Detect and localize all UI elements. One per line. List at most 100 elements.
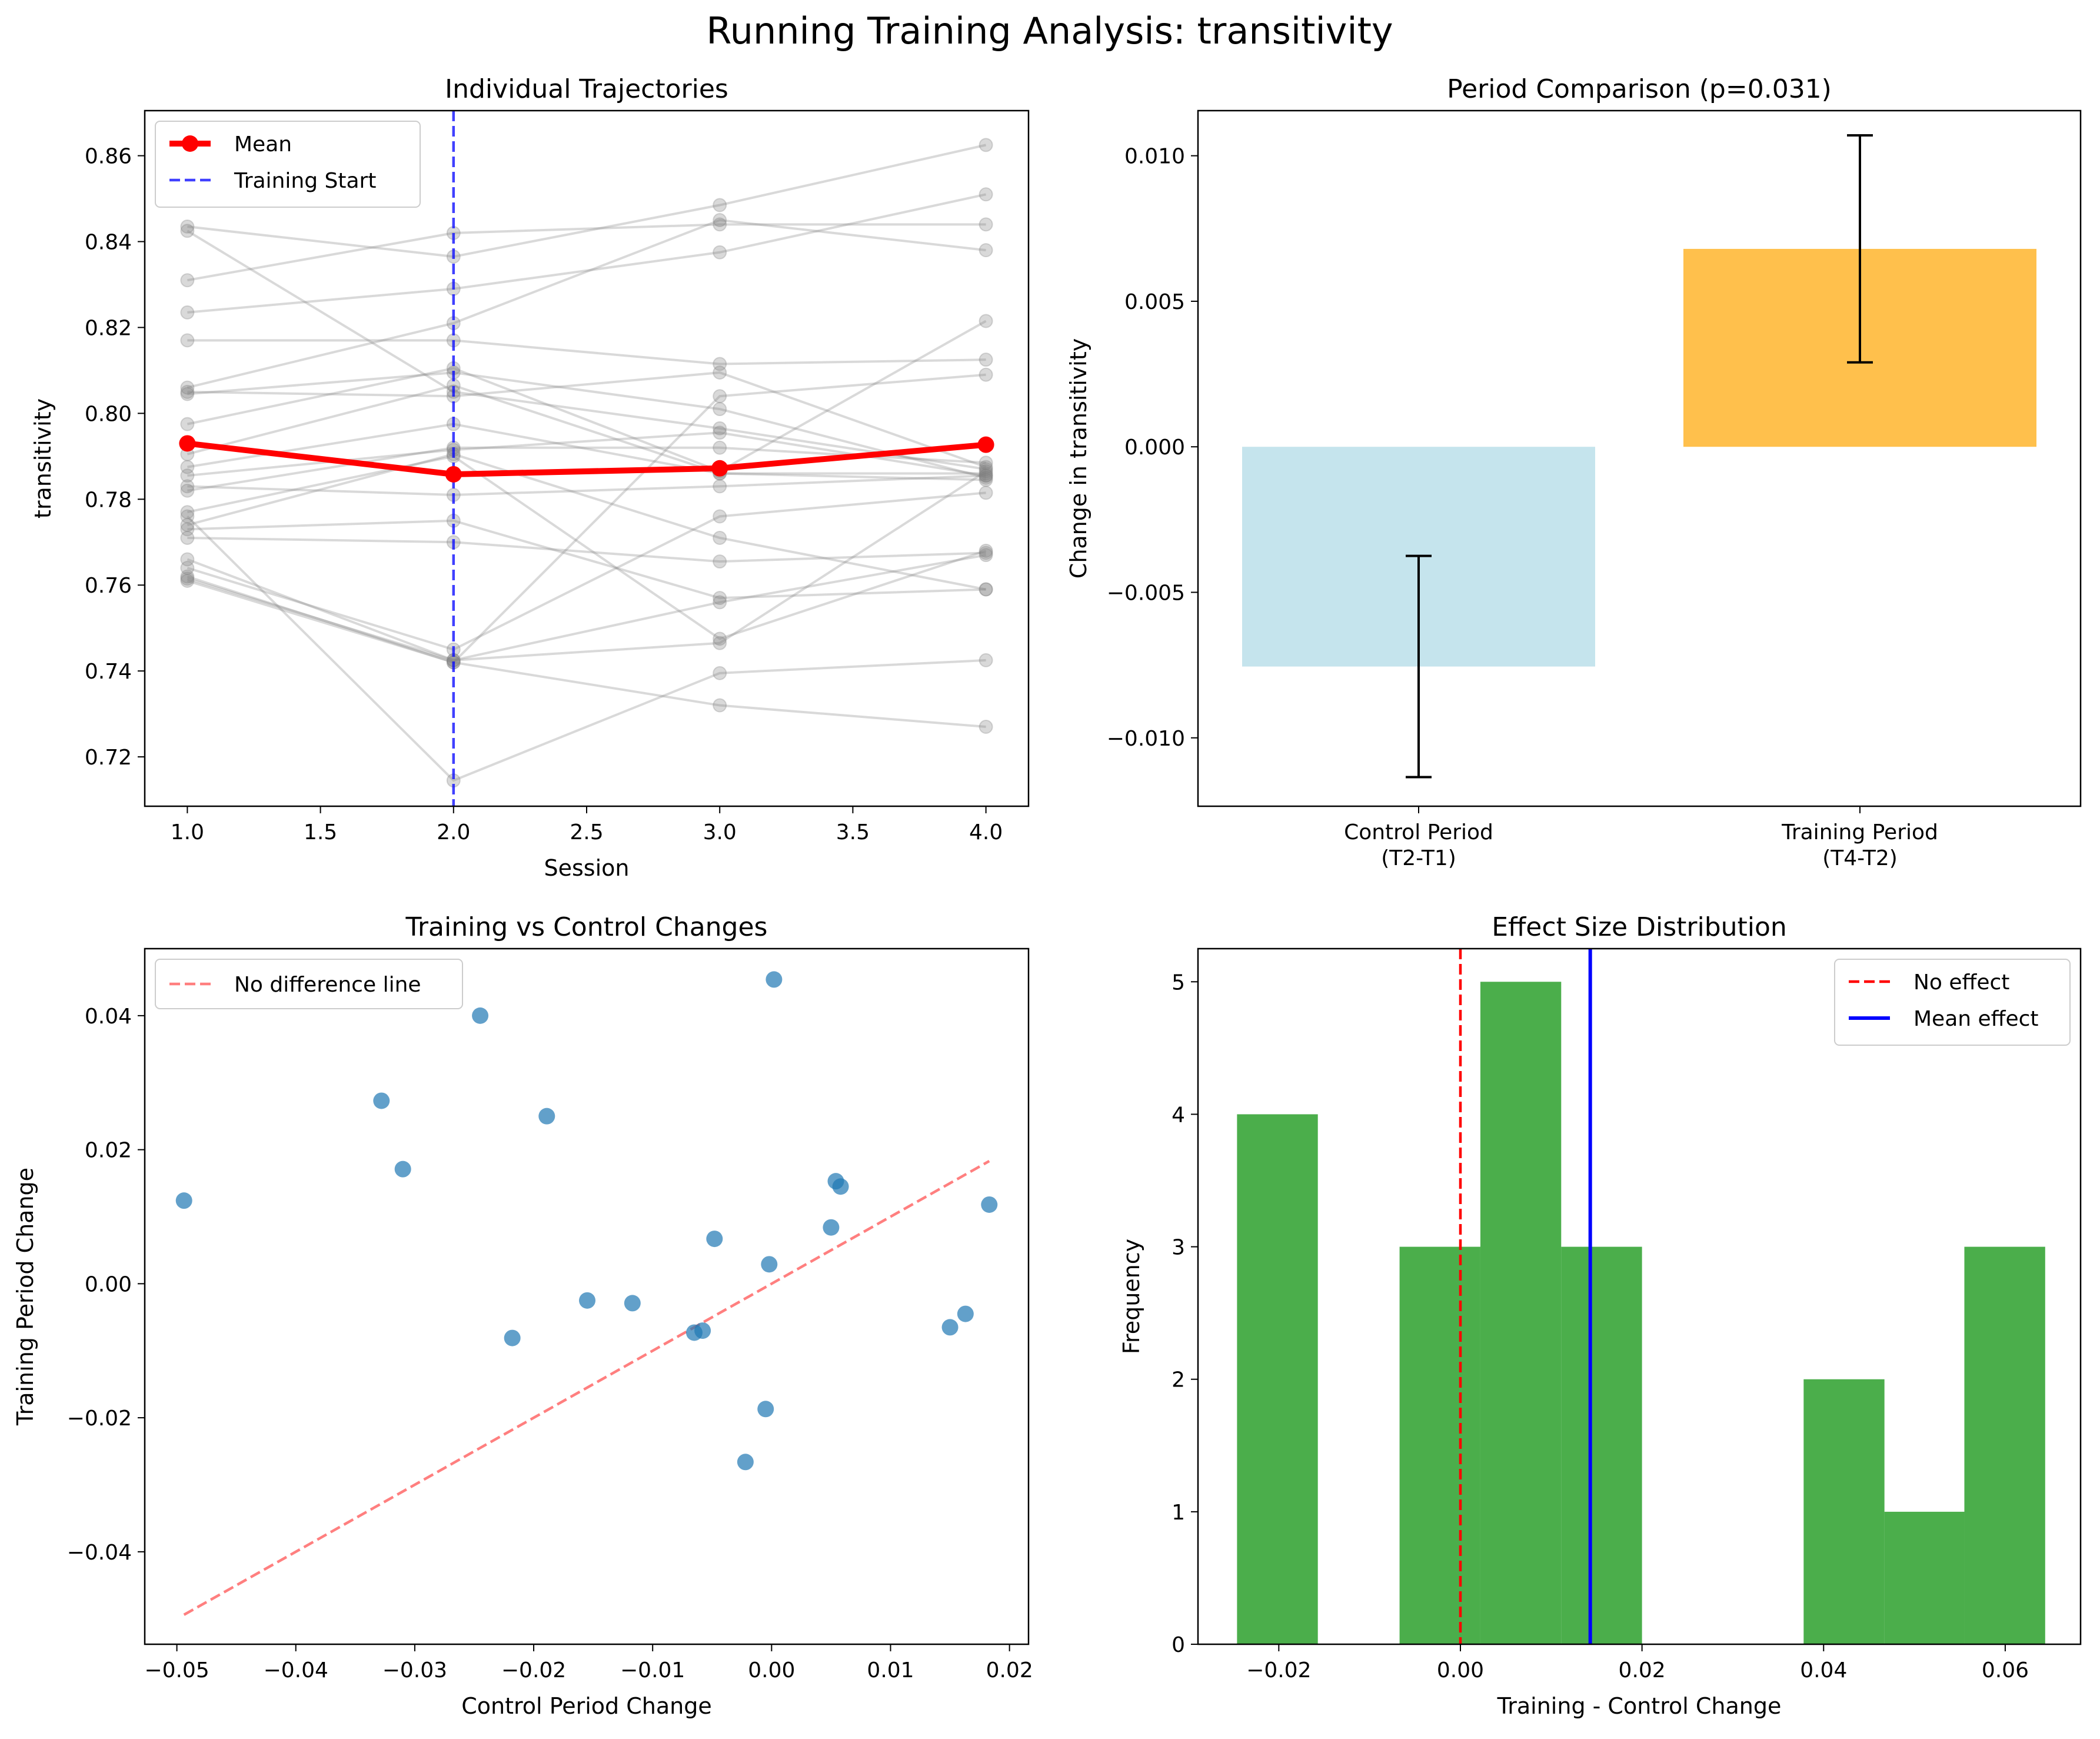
individual-point bbox=[180, 571, 195, 586]
axes-frame bbox=[1197, 947, 2082, 1645]
individual-point bbox=[180, 460, 195, 474]
y-tick-label: 0.010 bbox=[1124, 145, 1185, 169]
no-difference-line bbox=[183, 1160, 990, 1616]
period-comparison-panel: −0.010 −0.005 0.000 0.005 0.010 Control Perio… bbox=[1066, 74, 2082, 870]
x-axis-label: Training - Control Change bbox=[1497, 1693, 1782, 1719]
individual-point bbox=[979, 720, 993, 734]
individual-point bbox=[713, 198, 727, 212]
panel-title: Individual Trajectories bbox=[445, 74, 728, 104]
y-tick-label: 2 bbox=[1172, 1368, 1185, 1392]
individual-point bbox=[979, 582, 993, 597]
y-tick-label: −0.005 bbox=[1107, 581, 1185, 605]
axes-frame bbox=[144, 947, 1030, 1645]
x-tick-label: −0.04 bbox=[264, 1658, 328, 1683]
x-tick-label: 0.04 bbox=[1800, 1658, 1847, 1683]
legend-box bbox=[155, 121, 421, 208]
category-label: (T4-T2) bbox=[1822, 846, 1898, 870]
individual-point bbox=[180, 483, 195, 498]
individual-point bbox=[979, 546, 993, 560]
individual-point bbox=[713, 631, 727, 646]
individual-point bbox=[713, 698, 727, 713]
individual-point bbox=[979, 353, 993, 367]
y-tick-label: −0.010 bbox=[1107, 727, 1185, 751]
scatter-point bbox=[472, 1007, 489, 1024]
individual-point bbox=[713, 666, 727, 680]
x-axis-label: Session bbox=[544, 855, 630, 881]
individual-point bbox=[713, 217, 727, 232]
individual-point bbox=[713, 357, 727, 371]
panel-title: Effect Size Distribution bbox=[1492, 912, 1787, 942]
scatter-point bbox=[766, 971, 783, 988]
individual-point bbox=[713, 509, 727, 524]
histogram-bar bbox=[1399, 1246, 1480, 1644]
histogram-bar bbox=[1237, 1114, 1318, 1644]
scatter-point bbox=[175, 1192, 192, 1209]
individual-point bbox=[713, 389, 727, 404]
y-tick-label: 0.04 bbox=[85, 1005, 132, 1029]
legend-box bbox=[155, 959, 463, 1009]
individual-point bbox=[180, 384, 195, 399]
x-tick-label: 1.5 bbox=[304, 820, 337, 844]
individual-point bbox=[180, 333, 195, 348]
individual-point bbox=[180, 518, 195, 533]
y-tick-label: 0 bbox=[1172, 1633, 1185, 1657]
y-tick-label: 0.80 bbox=[85, 402, 132, 426]
individual-point bbox=[180, 468, 195, 483]
y-tick-label: 0.02 bbox=[85, 1139, 132, 1163]
individual-point bbox=[180, 569, 195, 584]
individual-line bbox=[187, 193, 987, 314]
individual-point bbox=[979, 243, 993, 258]
trajectories-panel: 0.72 0.74 0.76 0.78 0.80 0.82 0.84 0.86 1.0 1.5 2.… bbox=[30, 74, 1030, 881]
x-tick-label: 1.0 bbox=[171, 820, 204, 844]
individual-line bbox=[187, 144, 987, 258]
individual-line bbox=[187, 453, 986, 591]
individual-line bbox=[187, 536, 986, 563]
category-label: (T2-T1) bbox=[1381, 846, 1456, 870]
y-tick-label: 0.74 bbox=[85, 660, 132, 684]
x-tick-label: 3.0 bbox=[703, 820, 737, 844]
individual-line bbox=[187, 575, 986, 729]
individual-point bbox=[979, 548, 993, 563]
individual-point bbox=[180, 552, 195, 567]
y-axis-label: Frequency bbox=[1119, 1239, 1144, 1354]
y-axis-label: transitivity bbox=[30, 398, 56, 518]
histogram-bar bbox=[1884, 1511, 1965, 1644]
training-vs-control-panel: −0.04 −0.02 0.00 0.02 0.04 −0.05 −0.04 −0.03 −0.… bbox=[12, 912, 1033, 1719]
individual-line bbox=[187, 474, 986, 497]
individual-line bbox=[187, 491, 986, 651]
y-tick-label: 0.72 bbox=[85, 746, 132, 770]
individual-line bbox=[187, 470, 987, 661]
scatter-point bbox=[823, 1219, 840, 1236]
individual-line bbox=[187, 230, 986, 471]
scatter-point bbox=[757, 1401, 774, 1418]
individual-point bbox=[979, 460, 993, 474]
scatter-point bbox=[624, 1295, 641, 1312]
y-tick-label: −0.04 bbox=[67, 1541, 132, 1565]
individual-line bbox=[187, 320, 987, 473]
individual-line bbox=[187, 554, 986, 662]
x-tick-label: 3.5 bbox=[836, 820, 870, 844]
category-label: Training Period bbox=[1781, 820, 1938, 844]
y-tick-label: 0.005 bbox=[1124, 290, 1185, 314]
individual-line bbox=[187, 519, 986, 600]
individual-point bbox=[180, 387, 195, 401]
x-axis-label: Control Period Change bbox=[461, 1693, 712, 1719]
scatter-point bbox=[737, 1454, 754, 1471]
individual-point bbox=[713, 402, 727, 417]
mean-line bbox=[187, 440, 987, 478]
individual-point bbox=[180, 561, 195, 576]
individual-point bbox=[979, 470, 993, 485]
histogram-bar bbox=[1803, 1379, 1885, 1644]
individual-point bbox=[180, 417, 195, 431]
y-axis-label: Change in transitivity bbox=[1066, 338, 1091, 578]
individual-point bbox=[979, 582, 993, 597]
y-tick-label: 5 bbox=[1172, 970, 1185, 995]
individual-point bbox=[180, 479, 195, 494]
x-tick-label: −0.02 bbox=[1246, 1658, 1311, 1683]
individual-line bbox=[187, 219, 986, 389]
individual-point bbox=[180, 505, 195, 520]
scatter-point bbox=[373, 1092, 390, 1109]
scatter-point bbox=[394, 1161, 411, 1178]
x-tick-label: −0.03 bbox=[382, 1658, 447, 1683]
